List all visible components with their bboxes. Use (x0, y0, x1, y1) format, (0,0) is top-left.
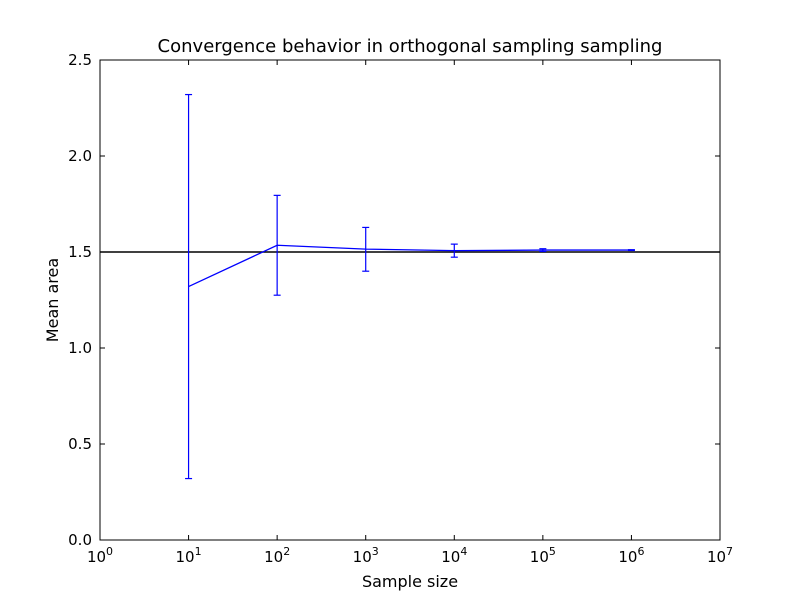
chart-title: Convergence behavior in orthogonal sampl… (158, 36, 663, 57)
axes-frame (99, 59, 721, 541)
x-axis: 100 101 102 103 104 105 106 107 (87, 60, 733, 566)
x-tick-label: 104 (441, 545, 467, 566)
x-tick-label: 106 (618, 545, 644, 566)
y-tick-label: 2.0 (68, 147, 92, 165)
y-tick-label: 1.0 (68, 339, 92, 357)
x-tick-label: 101 (176, 545, 202, 566)
y-tick-label: 0.0 (68, 531, 92, 549)
x-tick-label: 105 (530, 545, 556, 566)
x-tick-label: 103 (353, 545, 379, 566)
y-tick-label: 1.5 (68, 243, 92, 261)
y-tick-label: 0.5 (68, 435, 92, 453)
x-axis-label: Sample size (362, 572, 458, 591)
x-tick-label: 100 (87, 545, 113, 566)
y-axis: 0.0 0.5 1.0 1.5 2.0 2.5 (68, 51, 720, 549)
x-tick-label: 102 (264, 545, 290, 566)
series-line (188, 244, 632, 288)
plot-area (100, 93, 720, 480)
x-tick-label: 107 (707, 545, 733, 566)
y-tick-label: 2.5 (68, 51, 92, 69)
y-axis-label: Mean area (43, 258, 62, 342)
